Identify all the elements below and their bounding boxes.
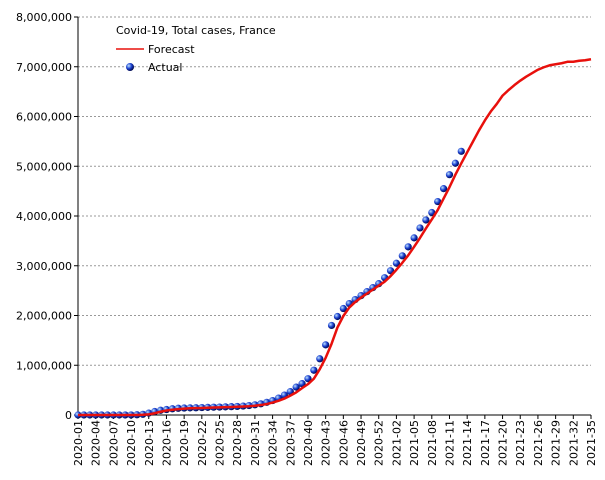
actual-point	[292, 383, 300, 391]
actual-point	[434, 197, 442, 206]
x-tick-label: 2021-05	[408, 420, 421, 466]
actual-point	[333, 312, 342, 321]
y-tick-label: 2,000,000	[16, 310, 72, 323]
x-tick-label: 2020-52	[373, 420, 386, 466]
actual-point	[310, 366, 318, 374]
x-tick-label: 2020-07	[107, 420, 120, 466]
actual-point	[404, 243, 412, 251]
y-tick-label: 6,000,000	[16, 111, 72, 124]
x-tick-label: 2020-34	[267, 420, 280, 466]
x-tick-label: 2021-11	[443, 420, 456, 466]
x-tick-label: 2020-16	[160, 420, 173, 466]
actual-point	[451, 159, 459, 167]
x-tick-label: 2020-22	[196, 420, 209, 466]
y-tick-label: 3,000,000	[16, 260, 72, 273]
y-tick-label: 5,000,000	[16, 160, 72, 173]
actual-point	[322, 341, 330, 349]
x-tick-label: 2020-04	[90, 420, 103, 466]
x-tick-label: 2020-46	[337, 420, 350, 466]
y-tick-label: 1,000,000	[16, 359, 72, 372]
x-tick-label: 2021-29	[550, 420, 563, 466]
legend-swatch	[126, 63, 134, 71]
x-tick-label: 2021-08	[426, 420, 439, 466]
actual-point	[457, 147, 465, 155]
x-tick-label: 2020-37	[284, 420, 297, 466]
forecast-line	[78, 58, 592, 417]
y-tick-label: 0	[65, 409, 72, 422]
actual-point	[316, 355, 324, 363]
actual-point	[410, 234, 418, 242]
x-tick-label: 2020-28	[231, 420, 244, 466]
x-tick-label: 2021-02	[390, 420, 403, 466]
actual-point	[304, 375, 312, 383]
x-tick-label: 2020-01	[72, 420, 85, 466]
x-tick-label: 2021-14	[461, 420, 474, 466]
y-tick-label: 8,000,000	[16, 11, 72, 24]
x-tick-label: 2020-10	[125, 420, 138, 466]
actual-point	[445, 171, 454, 179]
x-tick-label: 2021-32	[567, 420, 580, 466]
actual-point	[398, 252, 406, 260]
x-tick-label: 2020-49	[355, 420, 368, 466]
x-tick-label: 2021-20	[497, 420, 510, 466]
x-tick-label: 2021-23	[514, 420, 527, 466]
x-tick-label: 2020-13	[143, 420, 156, 466]
y-tick-label: 7,000,000	[16, 61, 72, 74]
legend-label: Forecast	[148, 43, 195, 56]
x-tick-label: 2021-35	[585, 420, 598, 466]
y-tick-label: 4,000,000	[16, 210, 72, 223]
actual-point	[392, 259, 401, 267]
legend-label: Actual	[148, 61, 182, 74]
x-tick-label: 2021-26	[532, 420, 545, 466]
actual-point	[339, 304, 347, 313]
actual-point	[327, 321, 336, 330]
x-tick-label: 2020-25	[214, 420, 227, 466]
x-tick-label: 2020-40	[302, 420, 315, 466]
x-tick-label: 2020-31	[249, 420, 262, 466]
x-tick-label: 2020-43	[320, 420, 333, 466]
x-tick-label: 2020-19	[178, 420, 191, 466]
x-tick-label: 2021-17	[479, 420, 492, 466]
actual-point	[416, 224, 424, 232]
actual-point	[422, 216, 430, 224]
actual-point	[439, 185, 448, 193]
chart-title: Covid-19, Total cases, France	[116, 24, 276, 37]
